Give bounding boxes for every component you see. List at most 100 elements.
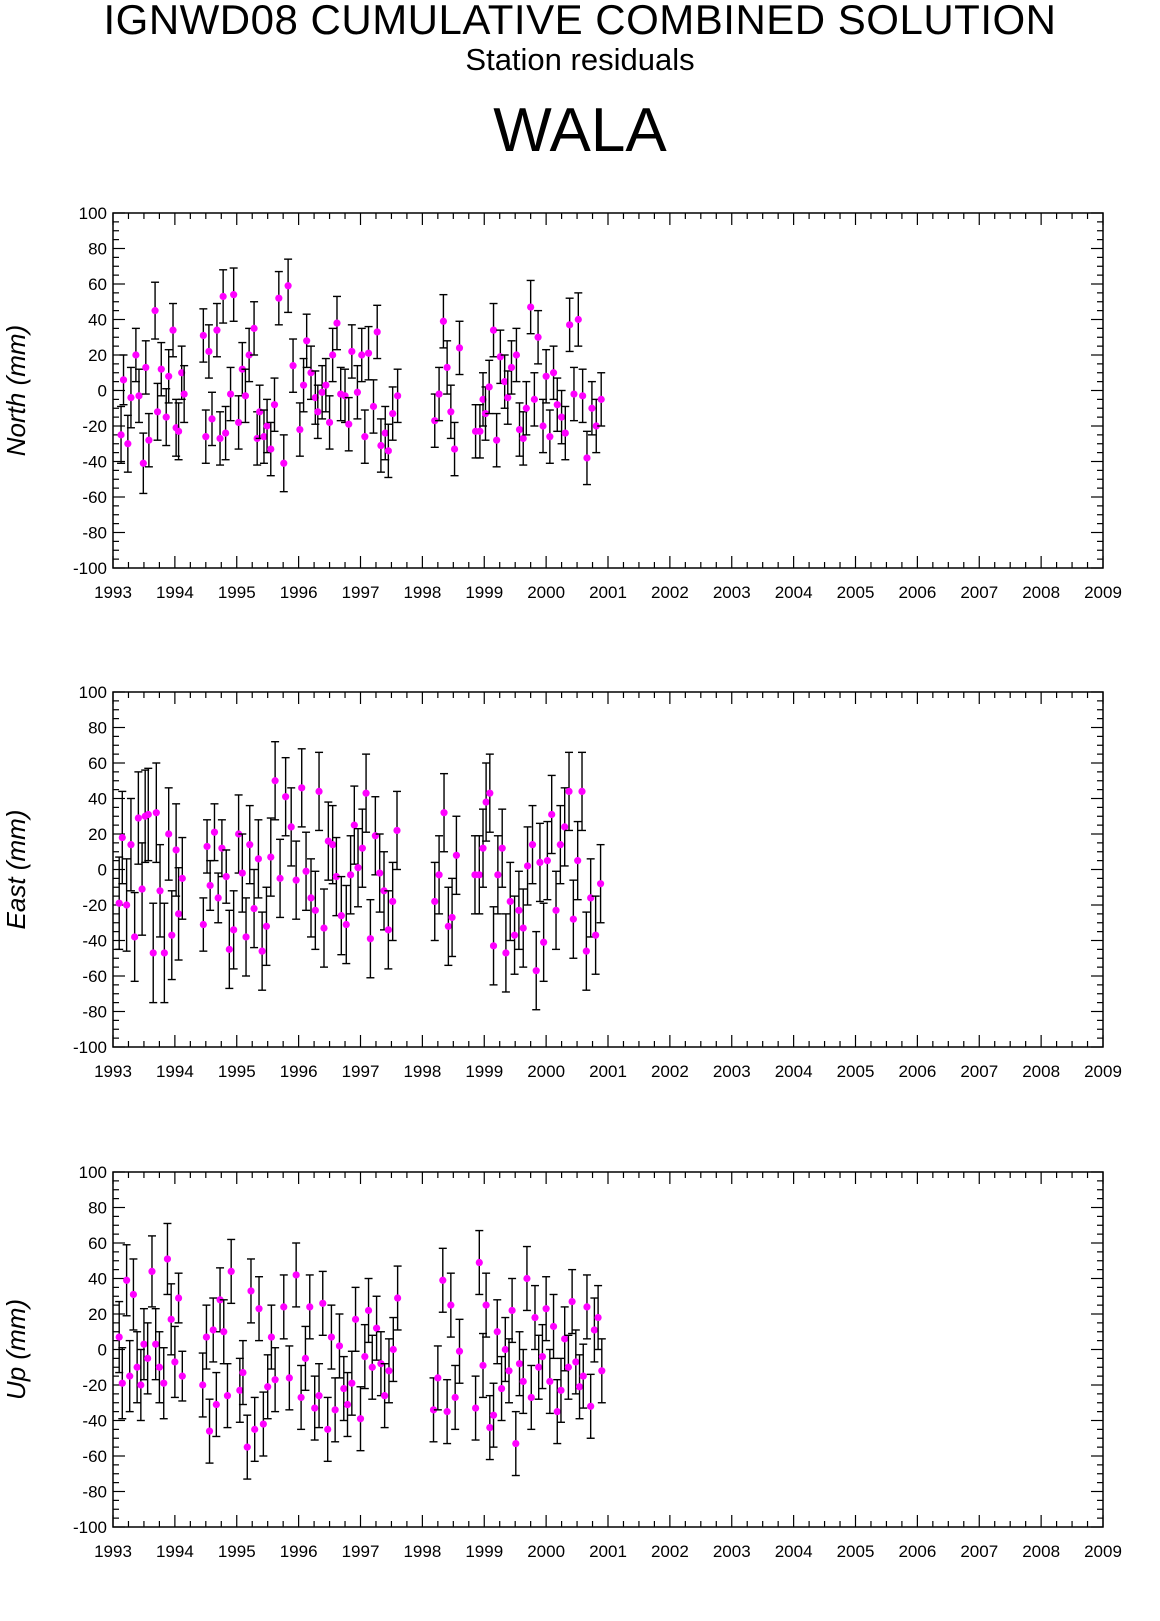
data-point	[139, 459, 147, 467]
data-point	[380, 887, 388, 895]
y-tick-label: -100	[73, 1518, 107, 1537]
x-tick-label: 2000	[527, 1542, 565, 1561]
x-tick-label: 1994	[156, 583, 194, 602]
data-point	[299, 381, 308, 389]
y-tick-label: -100	[73, 1038, 107, 1057]
data-point	[493, 1328, 501, 1336]
data-point	[134, 814, 142, 822]
data-point	[531, 1313, 539, 1322]
data-point	[152, 809, 160, 817]
data-point	[118, 833, 126, 842]
y-tick-label: 100	[79, 204, 107, 223]
data-point	[162, 413, 170, 421]
data-point	[519, 1377, 527, 1386]
data-point	[165, 830, 173, 838]
data-point	[222, 873, 230, 881]
data-point	[350, 821, 358, 829]
data-point	[592, 422, 600, 430]
data-point	[127, 841, 135, 849]
data-point	[393, 826, 401, 835]
data-point	[333, 319, 341, 327]
data-point	[381, 1392, 389, 1400]
data-point	[260, 433, 268, 441]
data-point	[227, 1267, 235, 1275]
data-point	[275, 294, 283, 302]
data-point	[282, 793, 290, 801]
data-point	[362, 789, 370, 797]
data-point	[174, 427, 183, 435]
data-point	[542, 1305, 550, 1313]
data-point	[212, 1400, 220, 1409]
data-point	[347, 871, 355, 879]
data-point	[320, 924, 328, 932]
data-point	[565, 787, 573, 796]
data-point	[582, 947, 590, 955]
data-point	[553, 1408, 561, 1416]
data-point	[133, 1363, 141, 1371]
x-tick-label: 1997	[342, 1062, 380, 1081]
data-point	[384, 447, 392, 455]
y-tick-label: 80	[88, 719, 107, 738]
data-point	[569, 915, 577, 923]
data-point	[471, 1404, 480, 1412]
data-point	[583, 454, 591, 462]
x-tick-label: 1994	[156, 1062, 194, 1081]
data-point	[564, 1363, 573, 1371]
y-tick-label: 80	[88, 240, 107, 259]
data-point	[153, 408, 162, 416]
data-point	[373, 328, 381, 336]
data-point	[160, 1379, 168, 1387]
x-tick-label: 1996	[280, 583, 318, 602]
data-point	[246, 841, 254, 849]
data-point	[230, 291, 238, 299]
chart-subtitle: Station residuals	[465, 42, 695, 77]
data-point	[254, 855, 263, 863]
data-point	[222, 429, 230, 437]
x-tick-label: 1993	[94, 583, 132, 602]
data-point	[377, 441, 385, 450]
data-point	[140, 1340, 148, 1348]
data-point	[572, 1358, 580, 1366]
data-point	[199, 1381, 207, 1389]
data-point	[276, 874, 284, 882]
data-point	[502, 949, 510, 957]
data-point	[364, 1306, 373, 1315]
data-point	[549, 1322, 558, 1331]
data-point	[389, 1345, 397, 1354]
data-point	[594, 1313, 602, 1322]
data-point	[535, 1363, 543, 1371]
data-point	[243, 1443, 251, 1451]
data-point	[546, 433, 554, 441]
x-tick-label: 2001	[589, 583, 627, 602]
chart-title: IGNWD08 CUMULATIVE COMBINED SOLUTION	[103, 0, 1057, 43]
y-tick-label: -80	[82, 524, 107, 543]
data-point	[332, 873, 340, 881]
data-point	[501, 1345, 509, 1354]
data-point	[570, 390, 578, 398]
x-tick-label: 2005	[837, 1542, 875, 1561]
data-point	[496, 353, 504, 361]
x-tick-label: 1994	[156, 1542, 194, 1561]
data-point	[597, 395, 605, 403]
panel-up: 100 80 60 40 20 0 -20 -40 -60 -80 -100 1993 1994 1995…	[1, 1163, 1122, 1561]
data-point	[315, 787, 323, 796]
data-point	[117, 431, 125, 439]
x-tick-label: 1996	[280, 1062, 318, 1081]
x-tick-label: 2003	[713, 1542, 751, 1561]
data-point	[515, 906, 523, 914]
x-tick-label: 2005	[837, 583, 875, 602]
data-point	[389, 409, 397, 418]
data-point	[510, 931, 519, 939]
y-tick-label: -80	[82, 1483, 107, 1502]
data-point	[144, 810, 152, 819]
data-point	[250, 904, 258, 913]
data-point	[389, 897, 397, 906]
data-point	[287, 823, 295, 831]
data-point	[223, 1392, 232, 1400]
x-tick-label: 1996	[280, 1542, 318, 1561]
data-point	[301, 1354, 310, 1362]
y-tick-label: 0	[98, 382, 107, 401]
x-tick-label: 2007	[960, 583, 998, 602]
data-point	[199, 331, 207, 340]
data-point	[361, 1353, 369, 1361]
